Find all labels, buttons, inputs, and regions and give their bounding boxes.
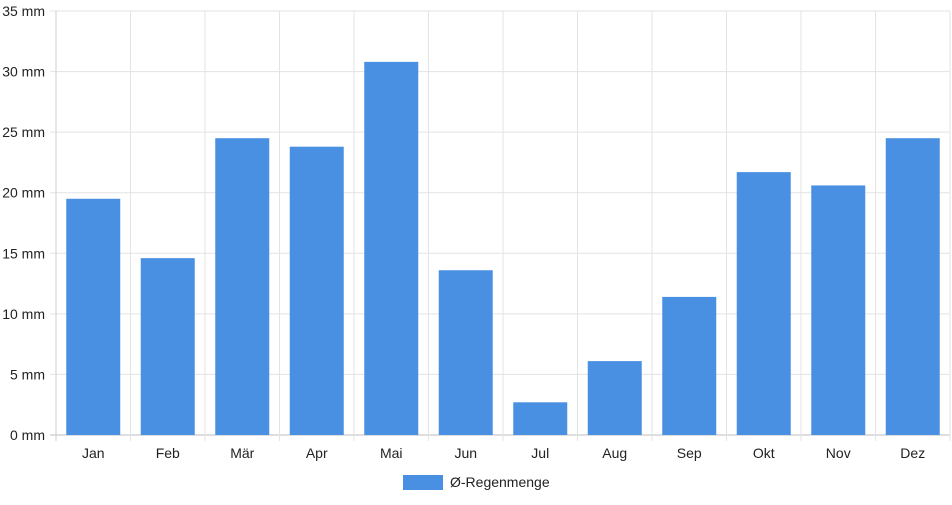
x-tick-label: Jan bbox=[82, 445, 105, 461]
x-tick-label: Sep bbox=[677, 445, 702, 461]
bar-mai[interactable] bbox=[364, 61, 419, 435]
y-tick-label: 20 mm bbox=[2, 185, 45, 201]
y-tick-label: 10 mm bbox=[2, 306, 45, 322]
bar-mär[interactable] bbox=[215, 138, 270, 435]
bar-aug[interactable] bbox=[587, 361, 642, 435]
x-tick-label: Jul bbox=[531, 445, 549, 461]
bar-apr[interactable] bbox=[289, 146, 344, 435]
y-tick-label: 0 mm bbox=[10, 427, 45, 443]
legend-label[interactable]: Ø-Regenmenge bbox=[450, 474, 550, 490]
y-tick-label: 35 mm bbox=[2, 3, 45, 19]
grid-lines bbox=[50, 10, 951, 441]
x-tick-label: Okt bbox=[753, 445, 775, 461]
bar-jun[interactable] bbox=[438, 270, 493, 435]
x-axis-tick-labels: Jan Feb Mär Apr Mai Jun Jul Aug Sep Okt Nov Dez bbox=[82, 445, 925, 461]
x-tick-label: Aug bbox=[602, 445, 627, 461]
bar-nov[interactable] bbox=[811, 185, 866, 435]
bar-sep[interactable] bbox=[662, 296, 717, 435]
y-axis-tick-labels: 0 mm 5 mm 10 mm 15 mm 20 mm 25 mm 30 mm 35 mm bbox=[2, 3, 45, 443]
x-tick-label: Jun bbox=[454, 445, 477, 461]
legend-swatch[interactable] bbox=[403, 475, 443, 490]
x-tick-label: Feb bbox=[156, 445, 180, 461]
y-tick-label: 25 mm bbox=[2, 124, 45, 140]
bar-okt[interactable] bbox=[736, 172, 791, 435]
bar-feb[interactable] bbox=[140, 258, 195, 435]
x-tick-label: Mai bbox=[380, 445, 403, 461]
bars bbox=[66, 61, 940, 435]
y-tick-label: 5 mm bbox=[10, 366, 45, 382]
bar-jul[interactable] bbox=[513, 402, 568, 435]
y-tick-label: 30 mm bbox=[2, 64, 45, 80]
legend[interactable]: Ø-Regenmenge bbox=[403, 474, 550, 490]
x-tick-label: Dez bbox=[900, 445, 925, 461]
y-tick-label: 15 mm bbox=[2, 245, 45, 261]
x-tick-label: Nov bbox=[826, 445, 851, 461]
bar-jan[interactable] bbox=[66, 198, 121, 435]
x-tick-label: Apr bbox=[306, 445, 328, 461]
bar-dez[interactable] bbox=[885, 138, 940, 435]
x-tick-label: Mär bbox=[230, 445, 254, 461]
